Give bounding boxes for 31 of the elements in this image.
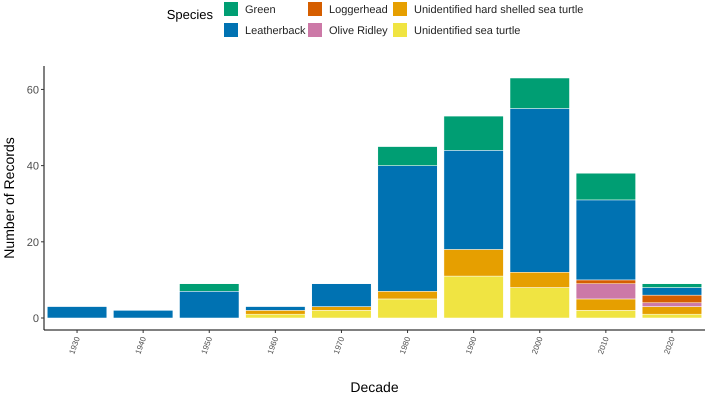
x-tick-label: 1970 bbox=[332, 335, 347, 356]
bar bbox=[245, 314, 306, 318]
x-tick-label: 2010 bbox=[596, 335, 611, 356]
x-tick-label: 1960 bbox=[266, 335, 280, 356]
bar bbox=[47, 306, 108, 318]
legend-title: Species bbox=[166, 7, 214, 22]
bar bbox=[311, 283, 372, 307]
bar bbox=[311, 310, 372, 318]
x-axis-title: Decade bbox=[350, 379, 399, 395]
bar bbox=[245, 306, 306, 311]
x-tick-label: 2020 bbox=[662, 335, 678, 356]
x-tick-label: 1930 bbox=[67, 335, 82, 356]
y-tick-label: 40 bbox=[26, 160, 39, 173]
x-tick-label: 1940 bbox=[133, 335, 148, 356]
legend-label: Unidentified sea turtle bbox=[414, 25, 520, 37]
y-tick-label: 60 bbox=[26, 84, 39, 96]
legend-label: Unidentified hard shelled sea turtle bbox=[414, 4, 584, 16]
x-tick-label: 1950 bbox=[200, 335, 214, 356]
y-axis-title: Number of Records bbox=[1, 137, 17, 259]
x-tick-label: 1980 bbox=[398, 335, 413, 356]
bar bbox=[245, 310, 306, 314]
y-tick-label: 20 bbox=[26, 236, 39, 249]
x-tick-label: 2000 bbox=[530, 335, 545, 356]
legend-label: Green bbox=[245, 4, 276, 16]
legend-label: Olive Ridley bbox=[329, 25, 388, 37]
bar bbox=[642, 306, 702, 314]
x-tick-label: 1990 bbox=[464, 335, 479, 356]
bar bbox=[113, 310, 174, 318]
y-tick-label: 0 bbox=[32, 313, 39, 325]
legend-label: Loggerhead bbox=[329, 4, 388, 16]
legend-label: Leatherback bbox=[245, 25, 306, 37]
